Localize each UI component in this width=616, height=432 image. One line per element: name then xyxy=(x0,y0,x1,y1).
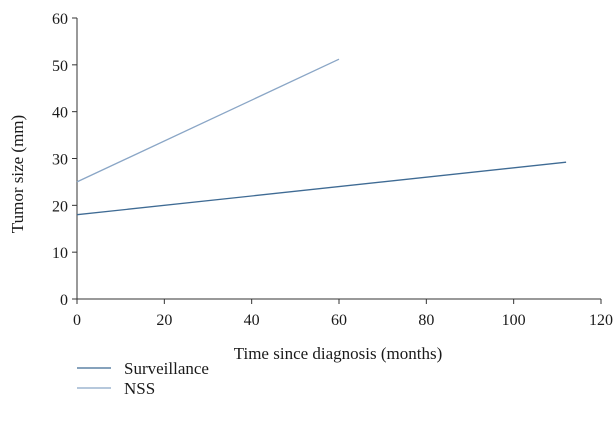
x-tick-label: 100 xyxy=(502,312,526,329)
y-tick-label: 60 xyxy=(52,11,68,28)
x-tick-label: 120 xyxy=(589,312,613,329)
y-tick-label: 0 xyxy=(60,292,68,309)
y-tick-label: 30 xyxy=(52,152,68,169)
series-lines xyxy=(77,59,566,215)
y-tick-label: 20 xyxy=(52,198,68,215)
x-axis-title: Time since diagnosis (months) xyxy=(234,344,443,363)
y-axis-title: Tumor size (mm) xyxy=(8,115,27,233)
x-tick-label: 60 xyxy=(331,312,347,329)
x-tick-label: 20 xyxy=(156,312,172,329)
x-tick-label: 80 xyxy=(418,312,434,329)
ticks: 0 10 20 30 40 50 60 0 20 40 60 80 100 120 xyxy=(52,11,613,329)
y-tick-label: 50 xyxy=(52,58,68,75)
x-tick-label: 0 xyxy=(73,312,81,329)
y-tick-label: 10 xyxy=(52,245,68,262)
axes xyxy=(77,18,601,299)
series-line-nss xyxy=(77,59,339,182)
x-tick-label: 40 xyxy=(244,312,260,329)
legend-label-nss: NSS xyxy=(124,379,155,398)
series-line-surveillance xyxy=(77,162,566,215)
legend-label-surveillance: Surveillance xyxy=(124,359,209,378)
y-tick-label: 40 xyxy=(52,105,68,122)
